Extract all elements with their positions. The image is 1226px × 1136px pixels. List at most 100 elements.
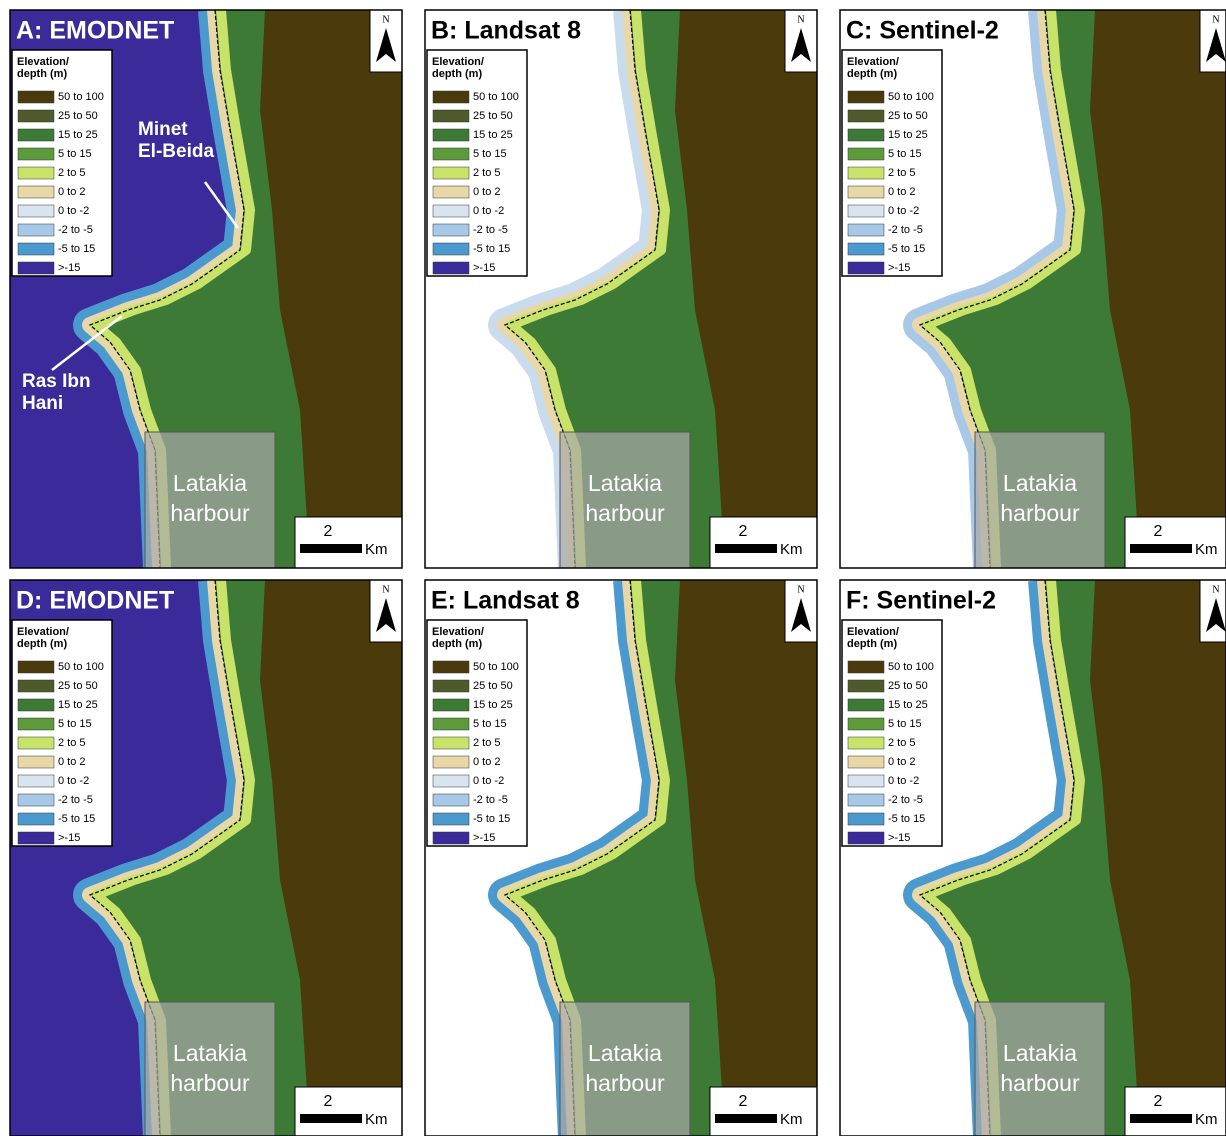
north-label: N (382, 14, 389, 25)
legend-swatch (18, 775, 54, 787)
legend-swatch (848, 699, 884, 711)
north-label: N (1212, 14, 1219, 25)
legend-label: -2 to -5 (58, 794, 93, 806)
scale-value: 2 (1154, 523, 1163, 540)
legend-label: 25 to 50 (58, 110, 98, 122)
legend-label: 15 to 25 (58, 129, 98, 141)
legend-swatch (848, 775, 884, 787)
legend-swatch (18, 262, 54, 274)
legend-label: 50 to 100 (58, 661, 104, 673)
legend-title: Elevation/depth (m) (847, 56, 899, 80)
legend-label: 0 to -2 (58, 775, 89, 787)
north-label: N (797, 14, 804, 25)
legend-swatch (18, 718, 54, 730)
legend-swatch (18, 661, 54, 673)
legend-label: >-15 (473, 262, 495, 274)
legend-label: 5 to 15 (58, 148, 92, 160)
legend-title: Elevation/depth (m) (432, 626, 484, 650)
legend-swatch (433, 832, 469, 844)
legend-label: 2 to 5 (888, 167, 916, 179)
legend-swatch (18, 205, 54, 217)
legend-swatch (433, 262, 469, 274)
scale-unit: Km (365, 1111, 388, 1128)
legend-swatch (433, 205, 469, 217)
legend-label: 5 to 15 (473, 718, 507, 730)
legend-swatch (18, 699, 54, 711)
scale-bar (300, 1114, 362, 1123)
legend-swatch (18, 129, 54, 141)
scale-bar (715, 1114, 777, 1123)
legend-swatch (848, 129, 884, 141)
legend-label: 2 to 5 (58, 737, 86, 749)
legend-label: 5 to 15 (58, 718, 92, 730)
legend-swatch (18, 148, 54, 160)
legend-swatch (848, 186, 884, 198)
legend-swatch (848, 661, 884, 673)
legend-swatch (18, 186, 54, 198)
legend-label: -2 to -5 (473, 224, 508, 236)
legend-swatch (433, 129, 469, 141)
legend-label: -2 to -5 (888, 794, 923, 806)
legend-label: 50 to 100 (473, 91, 519, 103)
legend-swatch (433, 813, 469, 825)
legend-label: -5 to 15 (888, 813, 925, 825)
legend-label: 0 to 2 (58, 756, 86, 768)
legend-swatch (848, 167, 884, 179)
legend-title: Elevation/depth (m) (847, 626, 899, 650)
legend-label: 50 to 100 (473, 661, 519, 673)
map-panel: Latakiaharbour2KmNA: EMODNETElevation/de… (10, 10, 402, 572)
harbour-box (975, 1002, 1105, 1136)
scale-value: 2 (739, 523, 748, 540)
legend-swatch (433, 148, 469, 160)
legend-label: 50 to 100 (58, 91, 104, 103)
legend-swatch (18, 794, 54, 806)
legend-label: -5 to 15 (888, 243, 925, 255)
legend-swatch (433, 167, 469, 179)
scale-bar (1130, 1114, 1192, 1123)
legend-swatch (433, 737, 469, 749)
scale-unit: Km (780, 1111, 803, 1128)
legend-swatch (433, 186, 469, 198)
legend-label: 0 to -2 (58, 205, 89, 217)
legend-title: Elevation/depth (m) (432, 56, 484, 80)
legend-swatch (848, 794, 884, 806)
legend-label: 25 to 50 (888, 680, 928, 692)
figure: Latakiaharbour2KmNA: EMODNETElevation/de… (0, 0, 1226, 1136)
legend-label: 5 to 15 (473, 148, 507, 160)
legend-swatch (18, 91, 54, 103)
legend-label: >-15 (473, 832, 495, 844)
legend-label: 0 to 2 (888, 186, 916, 198)
scale-value: 2 (324, 523, 333, 540)
legend-swatch (848, 224, 884, 236)
map-panel: Latakiaharbour2KmNE: Landsat 8Elevation/… (425, 580, 817, 1136)
legend-swatch (18, 737, 54, 749)
legend-label: 0 to 2 (473, 756, 501, 768)
legend-swatch (18, 813, 54, 825)
legend-swatch (18, 756, 54, 768)
north-label: N (1212, 584, 1219, 595)
legend-swatch (848, 813, 884, 825)
map-panel: Latakiaharbour2KmNC: Sentinel-2Elevation… (840, 10, 1226, 572)
legend-label: 15 to 25 (58, 699, 98, 711)
legend-label: 0 to -2 (473, 205, 504, 217)
legend-swatch (848, 832, 884, 844)
legend-label: >-15 (58, 262, 80, 274)
legend-swatch (433, 91, 469, 103)
legend-label: 2 to 5 (473, 737, 501, 749)
legend-swatch (18, 224, 54, 236)
legend-label: 25 to 50 (473, 680, 513, 692)
panel-title: F: Sentinel-2 (846, 587, 996, 615)
legend-swatch (433, 775, 469, 787)
legend-label: 25 to 50 (58, 680, 98, 692)
panel-title: D: EMODNET (16, 587, 174, 615)
legend-label: >-15 (58, 832, 80, 844)
legend-swatch (433, 224, 469, 236)
legend-swatch (433, 756, 469, 768)
legend-label: 15 to 25 (473, 699, 513, 711)
harbour-box (560, 1002, 690, 1136)
panel-title: E: Landsat 8 (431, 587, 580, 615)
legend-swatch (18, 110, 54, 122)
harbour-box (145, 1002, 275, 1136)
